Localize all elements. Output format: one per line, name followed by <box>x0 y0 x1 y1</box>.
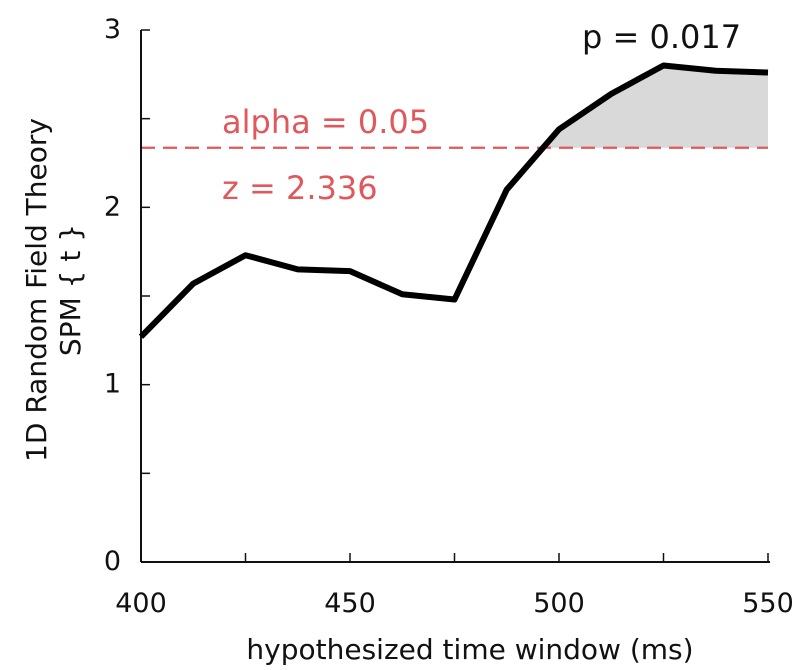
y-tick-label: 2 <box>104 191 121 222</box>
threshold-z-label: z = 2.336 <box>222 169 378 207</box>
cluster-p-value-label: p = 0.017 <box>582 18 741 56</box>
y-tick-label: 3 <box>104 14 121 45</box>
y-axis-title-line1: 1D Random Field Theory <box>20 118 53 462</box>
spm-t-curve <box>138 62 769 339</box>
x-axis-title: hypothesized time window (ms) <box>246 633 693 666</box>
suprathreshold-cluster <box>543 65 768 148</box>
x-tick-label: 550 <box>742 588 794 619</box>
y-tick-label: 1 <box>104 369 121 400</box>
y-axis-title-line2: SPM { t } <box>54 224 87 356</box>
y-tick-label: 0 <box>104 546 121 577</box>
x-tick-label: 500 <box>533 588 585 619</box>
x-tick-label: 450 <box>324 588 376 619</box>
threshold-alpha-label: alpha = 0.05 <box>222 103 429 141</box>
x-tick-label: 400 <box>115 588 167 619</box>
